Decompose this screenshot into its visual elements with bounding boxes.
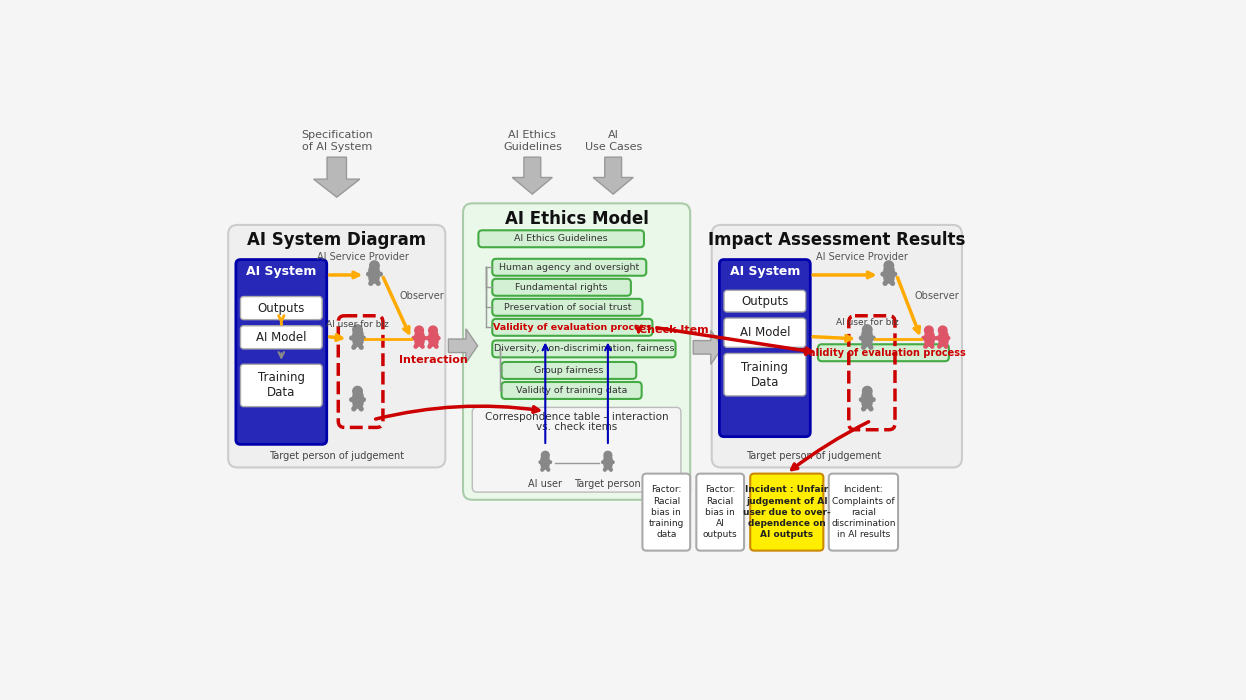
Text: Outputs: Outputs xyxy=(741,295,789,307)
FancyBboxPatch shape xyxy=(724,354,806,396)
FancyBboxPatch shape xyxy=(464,203,690,500)
Circle shape xyxy=(925,326,933,335)
FancyBboxPatch shape xyxy=(235,260,326,444)
Circle shape xyxy=(938,326,947,335)
FancyBboxPatch shape xyxy=(817,344,949,361)
Circle shape xyxy=(542,452,549,459)
Text: Correspondence table – interaction: Correspondence table – interaction xyxy=(485,412,668,421)
Text: Factor:
Racial
bias in
AI
outputs: Factor: Racial bias in AI outputs xyxy=(703,485,738,539)
Text: Group fairness: Group fairness xyxy=(535,366,603,375)
Text: Factor:
Racial
bias in
training
data: Factor: Racial bias in training data xyxy=(649,485,684,539)
Text: Incident:
Complaints of
racial
discrimination
in AI results: Incident: Complaints of racial discrimin… xyxy=(831,485,896,539)
Polygon shape xyxy=(314,157,360,197)
Text: AI System: AI System xyxy=(247,265,316,279)
Text: AI user for biz: AI user for biz xyxy=(836,318,898,326)
FancyBboxPatch shape xyxy=(724,290,806,312)
FancyBboxPatch shape xyxy=(472,407,680,492)
Text: Impact Assessment Results: Impact Assessment Results xyxy=(708,231,966,249)
Text: AI
Use Cases: AI Use Cases xyxy=(584,130,642,152)
FancyBboxPatch shape xyxy=(711,225,962,468)
FancyBboxPatch shape xyxy=(501,382,642,399)
Text: vs. check items: vs. check items xyxy=(536,422,617,433)
Text: Observer: Observer xyxy=(400,290,445,301)
FancyBboxPatch shape xyxy=(829,474,898,551)
Circle shape xyxy=(604,452,612,459)
Text: Human agency and oversight: Human agency and oversight xyxy=(500,262,639,272)
Text: Incident : Unfair
judgement of AI
user due to over-
dependence on
AI outputs: Incident : Unfair judgement of AI user d… xyxy=(743,485,831,539)
Circle shape xyxy=(353,325,363,335)
Circle shape xyxy=(353,386,363,396)
Text: Interaction: Interaction xyxy=(399,355,467,365)
Circle shape xyxy=(885,261,893,270)
FancyBboxPatch shape xyxy=(478,230,644,247)
Text: Specification
of AI System: Specification of AI System xyxy=(300,130,373,152)
FancyBboxPatch shape xyxy=(750,474,824,551)
FancyBboxPatch shape xyxy=(240,297,323,320)
Polygon shape xyxy=(693,330,723,364)
Text: Validity of training data: Validity of training data xyxy=(516,386,627,395)
Circle shape xyxy=(862,386,872,396)
Text: AI Service Provider: AI Service Provider xyxy=(316,252,409,262)
Text: AI user: AI user xyxy=(528,480,562,489)
Text: AI System: AI System xyxy=(730,265,800,279)
Text: Outputs: Outputs xyxy=(258,302,305,314)
Text: AI Ethics Model: AI Ethics Model xyxy=(505,210,648,228)
Text: Target person: Target person xyxy=(574,480,642,489)
FancyBboxPatch shape xyxy=(697,474,744,551)
Text: AI System Diagram: AI System Diagram xyxy=(247,231,426,249)
FancyBboxPatch shape xyxy=(501,362,637,379)
FancyBboxPatch shape xyxy=(492,299,643,316)
Polygon shape xyxy=(593,157,633,194)
Text: AI Model: AI Model xyxy=(740,326,790,340)
Text: Validity of evaluation process: Validity of evaluation process xyxy=(801,348,966,358)
FancyBboxPatch shape xyxy=(719,260,810,437)
Text: Target person of judgement: Target person of judgement xyxy=(746,452,881,461)
FancyBboxPatch shape xyxy=(240,364,323,407)
FancyBboxPatch shape xyxy=(492,279,630,295)
Text: Fundamental rights: Fundamental rights xyxy=(516,283,608,292)
Text: Observer: Observer xyxy=(915,290,959,301)
Polygon shape xyxy=(449,329,477,363)
FancyBboxPatch shape xyxy=(240,326,323,349)
FancyBboxPatch shape xyxy=(492,340,675,357)
FancyBboxPatch shape xyxy=(492,319,653,336)
Text: Training
Data: Training Data xyxy=(258,372,305,400)
Circle shape xyxy=(415,326,424,335)
FancyBboxPatch shape xyxy=(724,318,806,347)
Circle shape xyxy=(862,325,872,335)
Circle shape xyxy=(429,326,437,335)
Text: AI Model: AI Model xyxy=(255,331,307,344)
FancyBboxPatch shape xyxy=(492,259,647,276)
Text: Target person of judgement: Target person of judgement xyxy=(269,452,404,461)
Text: Diversity, non-discrimination, fairness: Diversity, non-discrimination, fairness xyxy=(493,344,674,354)
Text: Check Item: Check Item xyxy=(638,326,708,335)
Polygon shape xyxy=(512,157,552,194)
Text: Validity of evaluation process: Validity of evaluation process xyxy=(493,323,652,332)
Text: AI Service Provider: AI Service Provider xyxy=(816,252,908,262)
Circle shape xyxy=(370,261,379,270)
Text: AI user for biz: AI user for biz xyxy=(326,320,389,329)
Text: AI Ethics
Guidelines: AI Ethics Guidelines xyxy=(503,130,562,152)
FancyBboxPatch shape xyxy=(643,474,690,551)
Text: Training
Data: Training Data xyxy=(741,360,789,388)
FancyBboxPatch shape xyxy=(228,225,445,468)
Text: AI Ethics Guidelines: AI Ethics Guidelines xyxy=(515,234,608,244)
Text: Preservation of social trust: Preservation of social trust xyxy=(503,303,632,312)
